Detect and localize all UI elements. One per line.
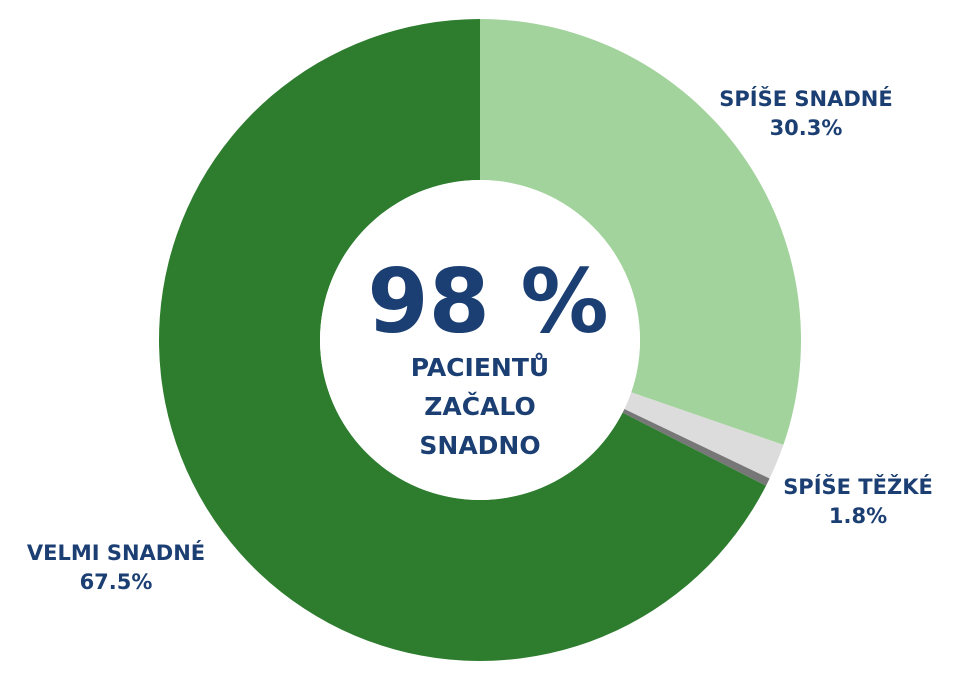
label-spise-tezke: SPÍŠE TĚŽKÉ	[783, 474, 933, 499]
donut-slices	[159, 19, 801, 661]
value-spise-tezke: 1.8%	[829, 504, 887, 528]
value-velmi-snadne: 67.5%	[80, 570, 153, 594]
label-velmi-snadne: VELMI SNADNÉ	[27, 540, 205, 565]
center-line-2: ZAČALO	[424, 391, 535, 421]
value-spise-snadne: 30.3%	[770, 116, 843, 140]
label-spise-snadne: SPÍŠE SNADNÉ	[719, 86, 892, 111]
slice-velmi-snadné	[159, 19, 767, 661]
center-line-1: PACIENTŮ	[411, 352, 549, 382]
center-percentage: 98 %	[367, 250, 608, 353]
donut-hole	[320, 180, 640, 500]
slice-spíše-snadné	[480, 19, 801, 445]
center-line-3: SNADNO	[419, 431, 540, 460]
slice-divider-2	[622, 409, 770, 486]
slice-spíše-těžké	[624, 392, 784, 479]
